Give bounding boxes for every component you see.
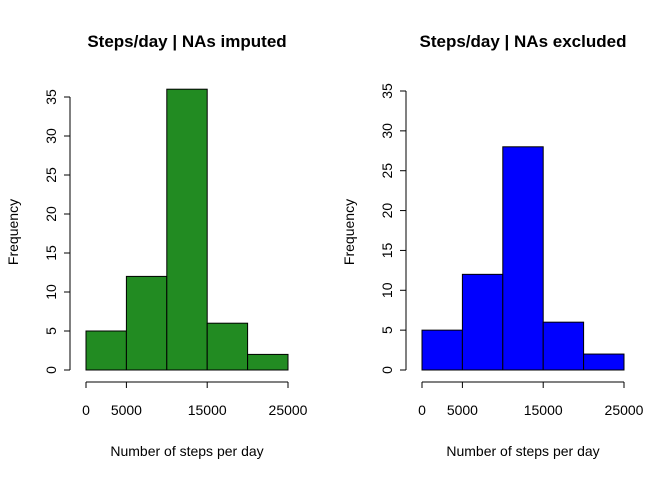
x-tick-label: 5000: [111, 402, 142, 418]
bar: [421, 329, 463, 371]
chart-title: Steps/day | NAs excluded: [420, 32, 627, 51]
bar: [206, 322, 249, 371]
y-axis: 0 5 10 15 20 25 30 35: [43, 89, 71, 374]
x-axis: 0 5000 15000 25000: [418, 381, 644, 418]
chart-title: Steps/day | NAs imputed: [87, 32, 286, 51]
x-tick-label: 0: [82, 402, 90, 418]
y-tick-label: 0: [43, 366, 59, 374]
y-tick-label: 25: [43, 167, 59, 183]
y-tick-label: 30: [379, 123, 395, 139]
y-axis-label: Frequency: [341, 199, 357, 265]
bar: [166, 88, 208, 371]
y-tick-label: 35: [43, 89, 59, 105]
histogram-imputed: Steps/day | NAs imputed Number of steps …: [5, 32, 308, 459]
y-axis: 0 5 10 15 20 25 30 35: [379, 83, 407, 374]
y-tick-label: 10: [43, 284, 59, 300]
y-tick-label: 5: [43, 327, 59, 335]
bars: [85, 88, 289, 371]
x-tick-label: 15000: [188, 402, 227, 418]
bar: [461, 273, 504, 371]
y-tick-label: 25: [379, 163, 395, 179]
histogram-excluded: Steps/day | NAs excluded Number of steps…: [341, 32, 644, 459]
x-axis-label: Number of steps per day: [110, 443, 263, 459]
x-axis-label: Number of steps per day: [446, 443, 599, 459]
bar: [542, 321, 585, 371]
y-tick-label: 30: [43, 128, 59, 144]
y-tick-label: 5: [379, 326, 395, 334]
y-tick-label: 10: [379, 282, 395, 298]
x-tick-label: 15000: [524, 402, 563, 418]
x-tick-label: 25000: [269, 402, 308, 418]
y-axis-label: Frequency: [5, 199, 21, 265]
y-tick-label: 20: [43, 206, 59, 222]
bar: [583, 353, 625, 371]
x-tick-label: 25000: [605, 402, 644, 418]
y-tick-label: 20: [379, 203, 395, 219]
bar: [247, 353, 289, 371]
bar: [502, 146, 544, 371]
x-axis: 0 5000 15000 25000: [82, 381, 308, 418]
x-tick-label: 5000: [447, 402, 478, 418]
y-tick-label: 15: [43, 245, 59, 261]
bar: [125, 275, 168, 371]
y-tick-label: 15: [379, 242, 395, 258]
y-tick-label: 35: [379, 83, 395, 99]
bar: [85, 330, 127, 371]
bars: [421, 146, 625, 371]
y-tick-label: 0: [379, 366, 395, 374]
x-tick-label: 0: [418, 402, 426, 418]
